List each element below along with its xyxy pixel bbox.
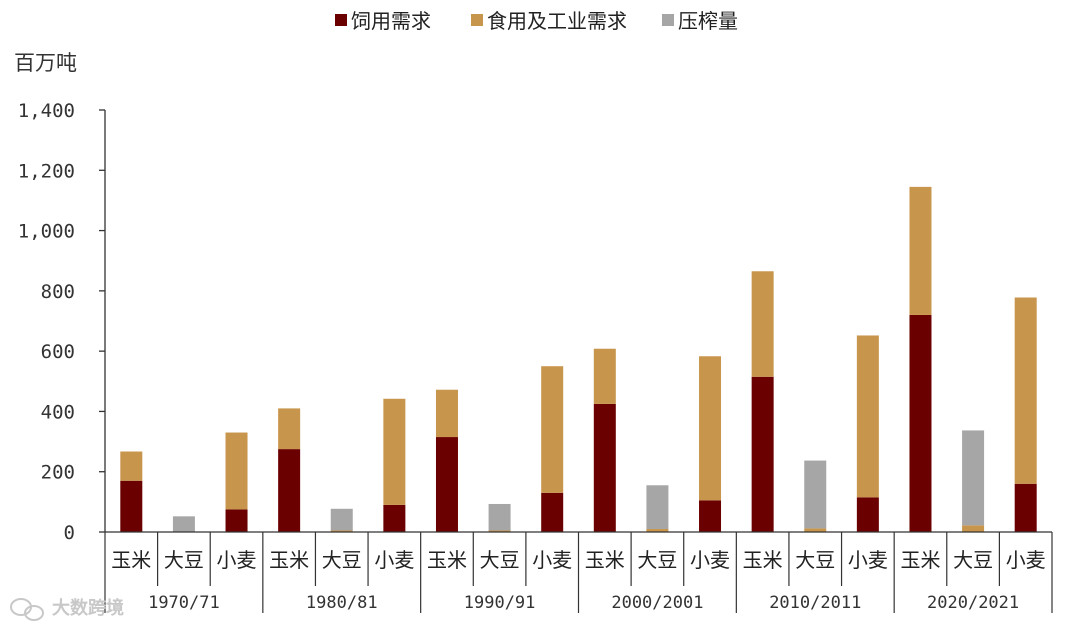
y-tick-label: 800 [41, 281, 75, 303]
bar-segment [488, 503, 511, 531]
y-tick-label: 1,000 [18, 221, 75, 243]
bar-segment [120, 480, 143, 532]
bar-segment [435, 437, 458, 532]
bar-segment [383, 398, 406, 505]
bars [120, 186, 1037, 532]
bar-segment [699, 500, 722, 532]
bar-segment [909, 314, 932, 532]
category-label: 小麦 [532, 548, 572, 572]
bar-segment [699, 356, 722, 501]
bar-segment [856, 335, 879, 498]
y-axis: 0 200 400 600 800 1,000 1,200 1,400 [18, 100, 106, 544]
bar-segment [1014, 483, 1037, 532]
watermark-text: 大数跨境 [52, 597, 124, 619]
wechat-logo-icon [10, 598, 44, 621]
bar-segment [541, 366, 564, 493]
y-tick-label: 200 [41, 462, 75, 484]
category-label: 大豆 [480, 548, 520, 572]
bar-segment [856, 497, 879, 532]
category-label: 玉米 [111, 548, 151, 572]
legend-label: 饲用需求 [351, 9, 431, 33]
bar-segment [435, 389, 458, 438]
bar-segment [751, 271, 774, 377]
bar-segment [330, 508, 353, 531]
category-label: 小麦 [1006, 548, 1046, 572]
period-label: 1990/91 [464, 593, 536, 613]
bar-segment [225, 509, 248, 532]
bar-segment [646, 528, 669, 532]
category-label: 大豆 [637, 548, 677, 572]
category-label: 小麦 [217, 548, 257, 572]
watermark: 大数跨境 [10, 597, 124, 621]
y-tick-label: 0 [64, 522, 75, 544]
y-tick-label: 400 [41, 401, 75, 423]
category-label: 小麦 [690, 548, 730, 572]
period-label: 2010/2011 [769, 593, 861, 613]
legend-swatch [471, 14, 483, 26]
bar-segment [593, 403, 616, 532]
bar-segment [1014, 297, 1037, 484]
category-label: 大豆 [322, 548, 362, 572]
bar-segment [962, 430, 985, 526]
bar-segment [541, 492, 564, 532]
bar-segment [383, 504, 406, 532]
bar-segment [330, 530, 353, 532]
legend: 饲用需求 食用及工业需求 压榨量 [335, 9, 738, 33]
y-axis-unit-label: 百万吨 [14, 51, 77, 75]
legend-swatch [335, 14, 347, 26]
period-label: 1980/81 [306, 593, 378, 613]
bar-segment [962, 525, 985, 532]
y-tick-label: 1,200 [18, 160, 75, 182]
bar-segment [751, 376, 774, 532]
category-label: 小麦 [374, 548, 414, 572]
period-label: 1970/71 [148, 593, 220, 613]
bar-segment [646, 485, 669, 529]
category-label: 大豆 [795, 548, 835, 572]
y-tick-label: 600 [41, 341, 75, 363]
legend-swatch [662, 14, 674, 26]
bar-segment [488, 530, 511, 532]
bar-segment [804, 528, 827, 532]
bar-segment [804, 460, 827, 529]
bar-segment [225, 432, 248, 510]
legend-label: 食用及工业需求 [487, 9, 627, 33]
period-label: 2000/2001 [611, 593, 703, 613]
period-label: 2020/2021 [927, 593, 1019, 613]
category-label: 小麦 [848, 548, 888, 572]
category-label: 大豆 [953, 548, 993, 572]
category-label: 玉米 [900, 548, 940, 572]
category-label: 玉米 [427, 548, 467, 572]
bar-segment [909, 186, 932, 315]
category-label: 玉米 [585, 548, 625, 572]
bar-segment [120, 451, 143, 481]
legend-label: 压榨量 [678, 9, 738, 33]
bar-segment [593, 348, 616, 404]
category-label: 玉米 [269, 548, 309, 572]
bar-segment [172, 516, 195, 532]
category-label: 玉米 [743, 548, 783, 572]
category-label: 大豆 [164, 548, 204, 572]
y-tick-label: 1,400 [18, 100, 75, 122]
bar-segment [278, 408, 301, 450]
bar-segment [278, 449, 301, 532]
